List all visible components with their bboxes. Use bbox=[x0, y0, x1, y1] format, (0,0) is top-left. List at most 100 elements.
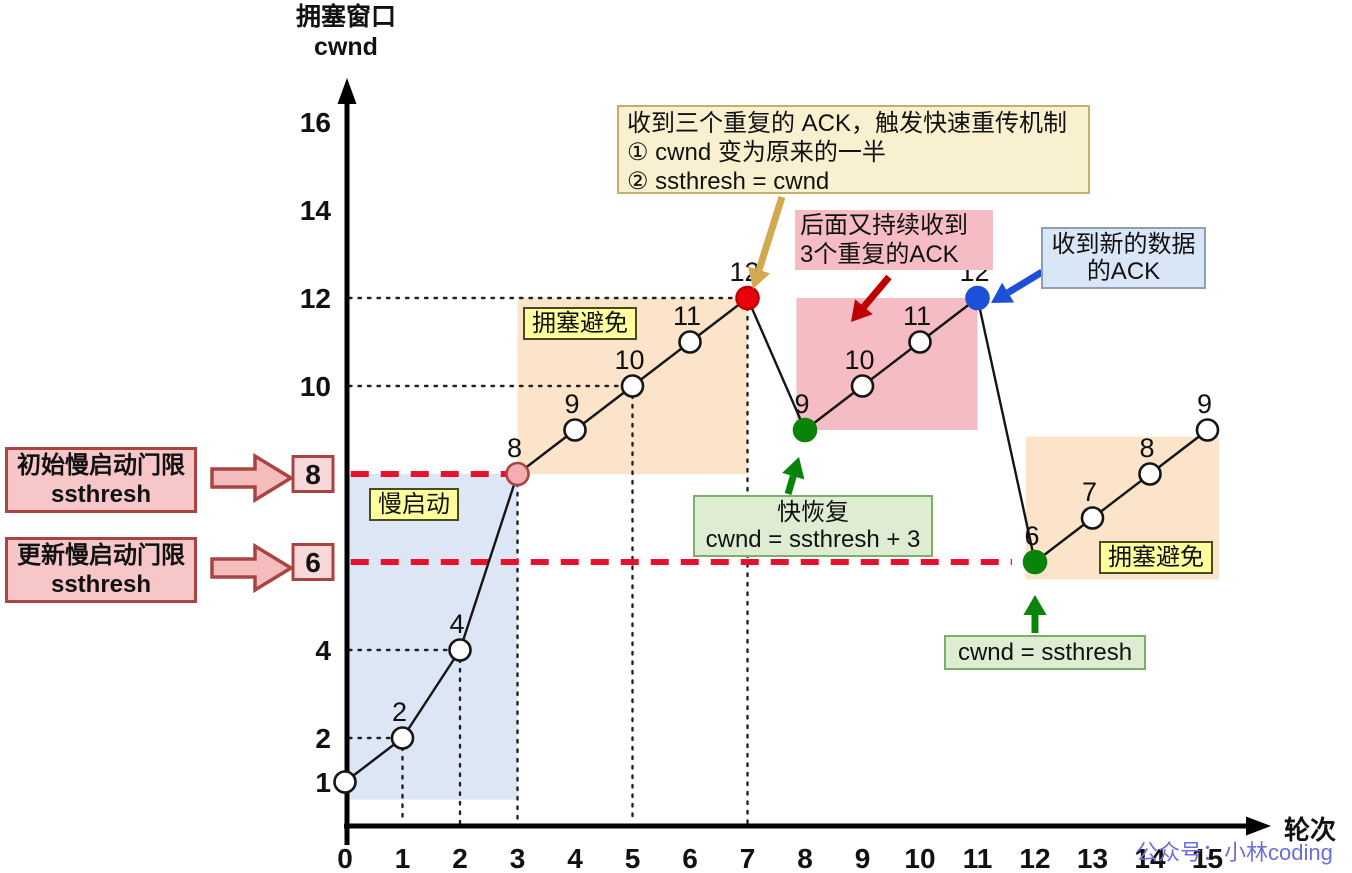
data-point bbox=[333, 770, 357, 794]
dup-ack-note: 后面又持续收到 3个重复的ACK bbox=[795, 210, 993, 270]
fast-retransmit-note-line2: ① cwnd 变为原来的一半 bbox=[627, 139, 886, 166]
new-ack-note-line1: 收到新的数据 bbox=[1051, 231, 1196, 258]
point-value-label: 10 bbox=[844, 345, 874, 375]
point-value-label: 9 bbox=[1197, 389, 1212, 419]
data-point bbox=[1138, 462, 1162, 486]
new-ack-arrow-icon bbox=[991, 269, 1044, 303]
phase-region bbox=[345, 474, 518, 800]
y-tick-label: 14 bbox=[300, 195, 332, 226]
x-tick-label: 11 bbox=[963, 843, 993, 873]
y-axis-ticks: 16 14 12 10 8 6 4 2 1 bbox=[291, 107, 335, 798]
x-tick-label: 9 bbox=[855, 843, 871, 873]
y-tick-label: 16 bbox=[300, 107, 331, 138]
data-point bbox=[448, 638, 472, 662]
boxed-tick bbox=[291, 543, 335, 581]
x-tick-label: 7 bbox=[740, 843, 756, 873]
x-tick-label: 6 bbox=[682, 843, 698, 873]
new-ack-note: 收到新的数据 的ACK bbox=[1041, 227, 1206, 289]
data-point bbox=[1195, 418, 1220, 442]
data-point bbox=[850, 374, 875, 398]
x-tick-label: 1 bbox=[395, 843, 411, 873]
point-value-label: 2 bbox=[392, 697, 407, 727]
fast-retransmit-note-line1: 收到三个重复的 ACK，触发快速重传机制 bbox=[627, 110, 1068, 137]
dup-ack-arrow-icon bbox=[851, 274, 892, 322]
new-ack-note-line2: 的ACK bbox=[1086, 258, 1161, 285]
point-value-label: 8 bbox=[507, 433, 522, 463]
ssthresh-dashed-lines bbox=[350, 471, 1012, 565]
updated-ssthresh-arrow-icon bbox=[210, 542, 295, 594]
data-point bbox=[1022, 549, 1048, 575]
data-point bbox=[563, 418, 587, 442]
data-point bbox=[620, 374, 645, 398]
x-tick-label: 4 bbox=[567, 843, 583, 873]
updated-ssthresh-line2: ssthresh bbox=[50, 571, 152, 598]
point-value-label: 9 bbox=[794, 389, 809, 419]
y-tick-label: 1 bbox=[315, 767, 331, 798]
y-axis-title-line1: 拥塞窗口 bbox=[295, 3, 396, 31]
dup-ack-note-line1: 后面又持续收到 bbox=[800, 212, 968, 239]
data-points bbox=[333, 285, 1220, 794]
x-tick-label: 8 bbox=[797, 843, 813, 873]
initial-ssthresh-line2: ssthresh bbox=[50, 481, 152, 508]
fast-recovery-note-line1: 快恢复 bbox=[777, 499, 849, 526]
data-point bbox=[678, 330, 702, 354]
x-tick-label: 0 bbox=[337, 843, 353, 873]
y-axis-arrowhead-icon bbox=[337, 78, 357, 104]
data-point bbox=[1080, 506, 1105, 530]
slow-start-label: 慢启动 bbox=[369, 488, 459, 521]
updated-ssthresh-line1: 更新慢启动门限 bbox=[17, 542, 185, 569]
point-value-label: 11 bbox=[903, 301, 931, 331]
point-value-label: 10 bbox=[614, 345, 644, 375]
cwnd-ssthresh-note: cwnd = ssthresh bbox=[944, 635, 1146, 670]
data-point bbox=[965, 285, 990, 311]
data-point bbox=[390, 726, 415, 750]
x-tick-label: 5 bbox=[625, 843, 641, 873]
congestion-avoidance-label-1: 拥塞避免 bbox=[523, 307, 637, 340]
boxed-tick bbox=[291, 455, 335, 493]
axes bbox=[337, 78, 1271, 845]
initial-ssthresh-line1: 初始慢启动门限 bbox=[17, 452, 185, 479]
dup-ack-note-line2: 3个重复的ACK bbox=[800, 241, 959, 268]
data-point bbox=[792, 417, 818, 443]
point-value-label: 7 bbox=[1082, 477, 1097, 507]
y-axis-title: 拥塞窗口 cwnd bbox=[278, 2, 414, 62]
fast-recovery-note-line2: cwnd = ssthresh + 3 bbox=[705, 526, 921, 553]
y-tick-label: 10 bbox=[300, 371, 331, 402]
y-tick-label: 6 bbox=[305, 547, 321, 578]
watermark: 公众号：小林coding bbox=[1136, 840, 1333, 865]
x-axis-ticks: 0 1 2 3 4 5 6 7 8 9 10 11 12 13 14 15 bbox=[337, 843, 1223, 873]
fast-retransmit-note: 收到三个重复的 ACK，触发快速重传机制 ① cwnd 变为原来的一半 ② ss… bbox=[617, 105, 1090, 195]
x-tick-label: 2 bbox=[452, 843, 468, 873]
updated-ssthresh-note: 更新慢启动门限 ssthresh bbox=[5, 537, 197, 603]
point-value-label: 6 bbox=[1024, 521, 1039, 551]
y-tick-label: 12 bbox=[300, 283, 331, 314]
y-tick-label: 2 bbox=[315, 723, 331, 754]
y-tick-label: 8 bbox=[305, 459, 321, 490]
cwnd-line bbox=[344, 295, 1209, 783]
y-axis-title-line2: cwnd bbox=[314, 33, 378, 61]
x-axis-title: 轮次 bbox=[1284, 815, 1337, 845]
x-tick-label: 14 bbox=[1134, 843, 1166, 873]
cwnd-ssthresh-arrow-icon bbox=[1023, 595, 1047, 633]
data-point bbox=[735, 285, 760, 311]
dotted-guide-lines bbox=[347, 296, 749, 825]
x-tick-label: 10 bbox=[904, 843, 935, 873]
x-axis-arrowhead-icon bbox=[1246, 816, 1271, 836]
x-tick-label: 12 bbox=[1019, 843, 1050, 873]
point-value-label: 9 bbox=[564, 389, 579, 419]
fast-retransmit-note-line3: ② ssthresh = cwnd bbox=[627, 168, 830, 195]
point-value-label: 11 bbox=[673, 301, 701, 331]
x-tick-label: 3 bbox=[510, 843, 526, 873]
x-tick-label: 13 bbox=[1077, 843, 1108, 873]
data-point bbox=[908, 330, 932, 354]
congestion-avoidance-label-2: 拥塞避免 bbox=[1099, 541, 1213, 574]
initial-ssthresh-note: 初始慢启动门限 ssthresh bbox=[5, 447, 197, 513]
y-tick-label: 4 bbox=[315, 635, 331, 666]
x-tick-label: 15 bbox=[1192, 843, 1223, 873]
fast-recovery-arrow-icon bbox=[782, 457, 805, 495]
fast-recovery-note: 快恢复 cwnd = ssthresh + 3 bbox=[693, 495, 933, 557]
point-value-label: 8 bbox=[1139, 433, 1154, 463]
